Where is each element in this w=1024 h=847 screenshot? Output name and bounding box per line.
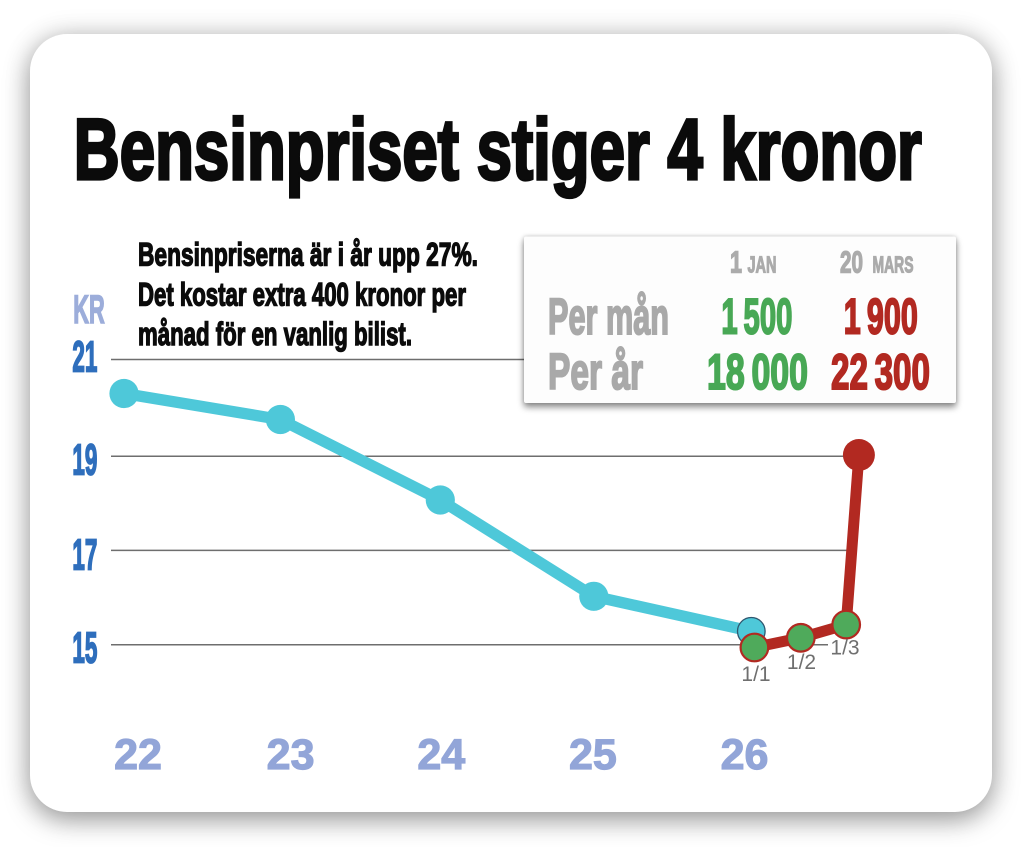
svg-text:25: 25: [569, 731, 617, 779]
svg-text:21: 21: [72, 333, 97, 381]
svg-text:KR: KR: [73, 288, 105, 332]
svg-text:1/1: 1/1: [741, 663, 770, 686]
svg-text:18 000: 18 000: [707, 344, 808, 400]
svg-text:1/3: 1/3: [830, 637, 859, 660]
svg-text:17: 17: [72, 531, 97, 579]
svg-text:22: 22: [114, 731, 162, 779]
svg-text:19: 19: [72, 437, 97, 485]
svg-text:JAN: JAN: [748, 251, 777, 277]
svg-text:Bensinpriserna är i år upp 27%: Bensinpriserna är i år upp 27%.: [138, 237, 478, 273]
svg-text:Bensinpriset stiger 4 kronor: Bensinpriset stiger 4 kronor: [74, 102, 922, 198]
svg-text:1 500: 1 500: [721, 288, 792, 344]
svg-text:1: 1: [730, 245, 742, 280]
svg-text:15: 15: [72, 624, 97, 672]
svg-text:MARS: MARS: [873, 251, 914, 277]
svg-text:22 300: 22 300: [831, 344, 930, 400]
svg-text:Det kostar extra 400 kronor pe: Det kostar extra 400 kronor per: [138, 276, 466, 312]
svg-text:23: 23: [267, 731, 315, 779]
svg-text:24: 24: [417, 731, 465, 779]
svg-text:Per år: Per år: [548, 343, 643, 400]
svg-text:26: 26: [721, 731, 769, 779]
svg-text:månad för en vanlig bilist.: månad för en vanlig bilist.: [138, 316, 412, 352]
svg-text:20: 20: [840, 245, 863, 280]
svg-text:Per mån: Per mån: [548, 288, 669, 345]
svg-text:1/2: 1/2: [787, 651, 816, 674]
svg-text:1 900: 1 900: [844, 288, 918, 344]
